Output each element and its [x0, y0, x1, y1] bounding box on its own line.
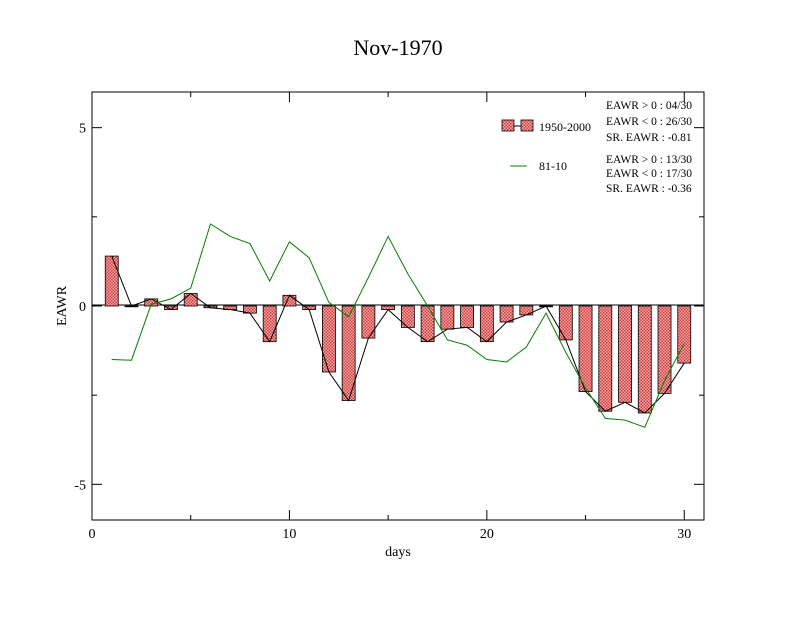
y-axis-label: EAWR	[55, 285, 70, 326]
series-line-1950-2000	[111, 255, 685, 414]
bar-day-12	[322, 305, 336, 373]
bar-day-21	[499, 305, 514, 323]
legend-stat-line-sr: SR. EAWR : -0.36	[606, 183, 692, 195]
bar-day-20	[479, 305, 494, 343]
legend-stat-bars-sr: SR. EAWR : -0.81	[606, 132, 692, 144]
bar-day-16	[400, 305, 415, 328]
bar-day-28	[637, 305, 652, 414]
x-tick-label: 10	[282, 527, 296, 542]
bar-day-24	[558, 305, 573, 341]
bar-day-18	[440, 305, 455, 330]
x-axis-label: days	[385, 545, 411, 560]
bar-day-9	[262, 305, 277, 343]
legend-label-bars: 1950-2000	[539, 120, 591, 134]
legend-label-line: 81-10	[539, 159, 567, 173]
bar-day-27	[618, 305, 632, 403]
legend-stat-line-pos: EAWR > 0 : 13/30	[606, 154, 692, 166]
bar-day-10	[282, 294, 297, 307]
x-tick-label: 20	[480, 527, 494, 542]
legend: 1950-2000 EAWR > 0 : 04/30 EAWR < 0 : 26…	[501, 100, 692, 195]
x-tick-label: 0	[89, 527, 96, 542]
bar-day-19	[460, 305, 474, 328]
series-line-81-10	[111, 223, 685, 428]
legend-swatch-bars-right	[520, 119, 534, 132]
bar-day-5	[183, 293, 198, 307]
bar-day-26	[598, 305, 613, 412]
legend-stat-line-neg: EAWR < 0 : 17/30	[606, 168, 692, 180]
bar-day-30	[677, 305, 692, 364]
legend-stat-bars-pos: EAWR > 0 : 04/30	[606, 100, 692, 112]
bar-day-14	[361, 305, 376, 339]
bar-day-1	[104, 255, 119, 307]
legend-stat-bars-neg: EAWR < 0 : 26/30	[606, 116, 692, 128]
chart-title: Nov-1970	[353, 35, 442, 60]
legend-entry-bars: 1950-2000 EAWR > 0 : 04/30 EAWR < 0 : 26…	[501, 100, 692, 144]
x-tick-label: 30	[677, 527, 691, 542]
bar-day-17	[420, 305, 435, 343]
y-tick-label: 5	[79, 122, 86, 137]
y-tick-label: 0	[79, 300, 86, 315]
legend-entry-line: 81-10 EAWR > 0 : 13/30 EAWR < 0 : 17/30 …	[510, 154, 692, 195]
y-tick-label: -5	[74, 478, 86, 493]
bar-day-22	[519, 305, 534, 316]
legend-swatch-bars-left	[501, 119, 515, 132]
